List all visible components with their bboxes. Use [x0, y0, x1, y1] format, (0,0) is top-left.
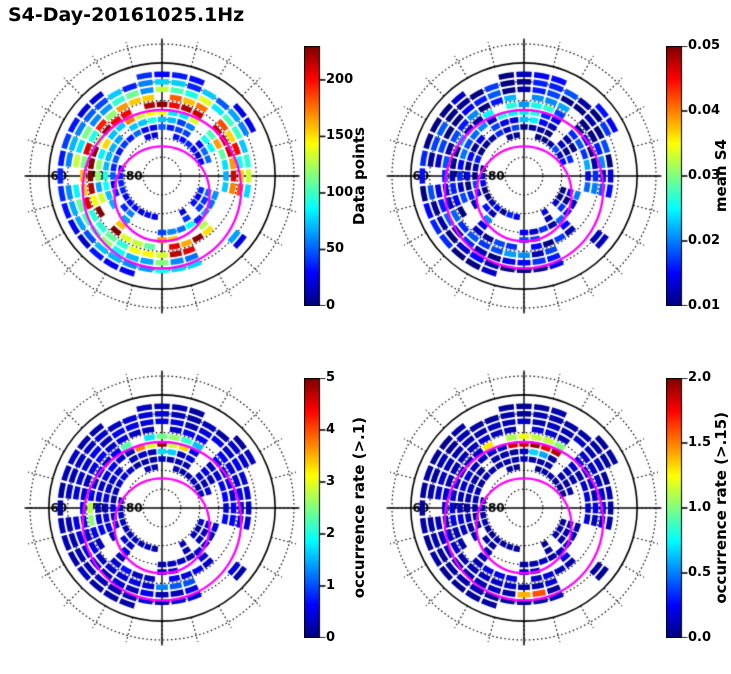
- colorbar-occurrence-rate-gt-0-1: [304, 378, 330, 638]
- polar-plot-data-points: [24, 38, 300, 314]
- colorbar-tick-label: 0.03: [688, 168, 721, 183]
- colorbar-tick-label: 0.5: [688, 565, 712, 580]
- colorbar-occurrence-rate-gt-0-15: [666, 378, 692, 638]
- polar-plot-mean-s4: [386, 38, 662, 314]
- colorbar-label-text: mean S4: [712, 139, 730, 213]
- colorbar-ticks-mean-s4: 0.01 0.02 0.03 0.04 0.05: [688, 38, 731, 313]
- colorbar-tick-label: 0.04: [688, 103, 721, 118]
- colorbar-tick-label: 4: [326, 422, 336, 437]
- colorbar-tick-label: 100: [326, 184, 354, 200]
- colorbar-ticks-data-points: 0 50 100 150 200: [326, 46, 372, 313]
- colorbar-tick-label: 0: [326, 298, 336, 313]
- colorbar-label-text: occurrence rate (>.1): [350, 417, 368, 599]
- colorbar-axis-label-data-points: Data points: [348, 46, 370, 306]
- colorbar-label-text: Data points: [350, 126, 368, 226]
- colorbar-tick-label: 1: [326, 578, 336, 593]
- colorbar-tick-label: 1.0: [688, 500, 712, 515]
- colorbar-tick-label: 200: [326, 71, 354, 87]
- colorbar-axis-label-occurrence-rate-gt-0-1: occurrence rate (>.1): [348, 378, 370, 638]
- colorbar-axis-label-mean-s4: mean S4: [710, 46, 731, 306]
- polar-plot-occurrence-rate-gt-0-15: [386, 370, 662, 646]
- colorbar-tick-label: 3: [326, 474, 336, 489]
- colorbar-ticks-occurrence-rate-gt-0-15: 0.0 0.5 1.0 1.5 2.0: [688, 370, 731, 645]
- colorbar-tick-label: 2: [326, 526, 336, 541]
- colorbar-tick-label: 0: [326, 630, 336, 645]
- colorbar-tick-label: 150: [326, 128, 354, 144]
- colorbar-tick-label: 1.5: [688, 435, 712, 450]
- colorbar-mean-s4: [666, 46, 692, 306]
- colorbar-tick-label: 5: [326, 370, 336, 385]
- colorbar-tick-label: 50: [326, 241, 345, 257]
- colorbar-data-points: [304, 46, 330, 306]
- colorbar-axis-label-occurrence-rate-gt-0-15: occurrence rate (>.15): [710, 378, 731, 638]
- colorbar-tick-label: 2.0: [688, 370, 712, 385]
- colorbar-label-text: occurrence rate (>.15): [712, 412, 730, 604]
- colorbar-tick-label: 0.0: [688, 630, 712, 645]
- colorbar-tick-label: 0.02: [688, 233, 721, 248]
- colorbar-tick-label: 0.01: [688, 298, 721, 313]
- polar-plot-occurrence-rate-gt-0-1: [24, 370, 300, 646]
- figure-title: S4-Day-20161025.1Hz: [8, 4, 245, 26]
- colorbar-ticks-occurrence-rate-gt-0-1: 0 1 2 3 4 5: [326, 370, 372, 645]
- colorbar-tick-label: 0.05: [688, 38, 721, 53]
